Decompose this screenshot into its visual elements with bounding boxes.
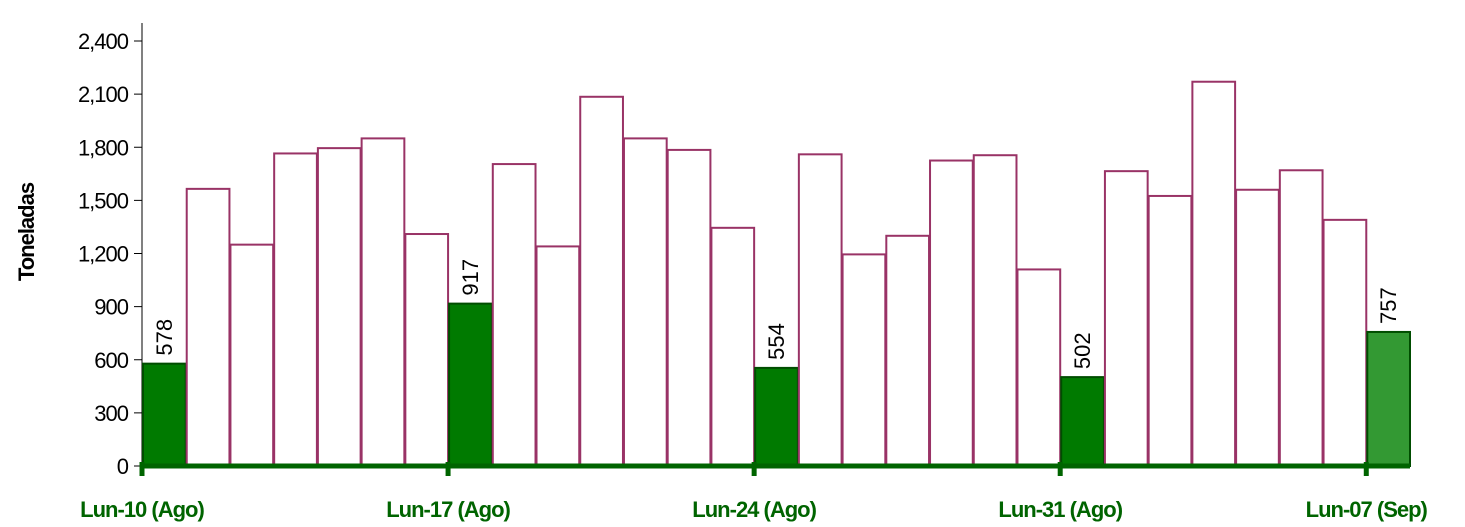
x-tick-label: Lun-07 (Sep) bbox=[1306, 497, 1428, 522]
bar bbox=[1191, 80, 1237, 468]
data-label: 554 bbox=[764, 323, 789, 360]
x-tick-label: Lun-10 (Ago) bbox=[80, 497, 204, 522]
data-label: 757 bbox=[1376, 287, 1401, 324]
bar-monday bbox=[1366, 330, 1412, 467]
x-axis: Lun-10 (Ago) Lun-17 (Ago) Lun-24 (Ago) Lun-… bbox=[80, 462, 1429, 522]
bars bbox=[142, 80, 1412, 468]
bar bbox=[1278, 169, 1324, 467]
y-tick-label: 2,400 bbox=[78, 29, 129, 54]
x-tick-label: Lun-31 (Ago) bbox=[998, 497, 1122, 522]
bar bbox=[841, 253, 887, 467]
data-label: 502 bbox=[1070, 332, 1095, 369]
bar bbox=[885, 234, 931, 467]
bar bbox=[710, 226, 756, 467]
bar bbox=[316, 147, 362, 468]
bar bbox=[622, 137, 668, 467]
bar bbox=[1016, 268, 1062, 467]
bar bbox=[1322, 218, 1368, 467]
bar-monday bbox=[448, 302, 493, 468]
y-axis: 0 300 600 900 1,200 1,500 1,800 2,100 2,400 bbox=[78, 23, 143, 479]
y-tick-label: 600 bbox=[94, 348, 128, 373]
bar bbox=[972, 154, 1018, 467]
x-tick-label: Lun-24 (Ago) bbox=[692, 497, 816, 522]
y-tick-label: 300 bbox=[94, 401, 128, 426]
y-tick-label: 1,800 bbox=[78, 135, 129, 160]
y-tick-label: 2,100 bbox=[78, 82, 129, 107]
data-label: 578 bbox=[152, 319, 177, 356]
bar bbox=[1103, 170, 1149, 467]
bar bbox=[185, 187, 231, 467]
bar bbox=[579, 95, 624, 467]
y-axis-title: Toneladas bbox=[14, 182, 39, 281]
bar-monday bbox=[754, 366, 799, 468]
bar bbox=[360, 137, 406, 467]
bar bbox=[797, 153, 843, 467]
y-tick-label: 1,500 bbox=[78, 188, 129, 213]
bar bbox=[273, 152, 318, 468]
data-labels: 578 917 554 502 757 bbox=[152, 259, 1401, 369]
bar bbox=[491, 163, 537, 468]
x-tick-label: Lun-17 (Ago) bbox=[386, 497, 510, 522]
bar bbox=[1147, 194, 1193, 468]
bar bbox=[666, 148, 712, 467]
y-tick-label: 900 bbox=[94, 295, 128, 320]
y-tick-label: 0 bbox=[117, 454, 129, 479]
bar-monday bbox=[1060, 376, 1105, 467]
bar bbox=[535, 245, 581, 467]
bar bbox=[929, 159, 974, 467]
bar bbox=[404, 233, 450, 467]
y-tick-label: 1,200 bbox=[78, 242, 129, 267]
bar bbox=[229, 243, 275, 467]
bar-monday bbox=[142, 362, 187, 468]
bar bbox=[1235, 188, 1280, 467]
data-label: 917 bbox=[458, 259, 483, 296]
